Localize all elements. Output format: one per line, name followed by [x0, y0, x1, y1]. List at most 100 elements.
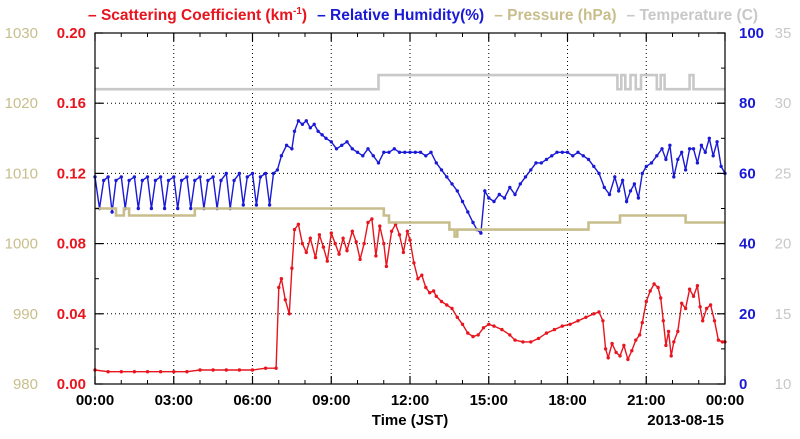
data-point-humidity — [193, 178, 197, 183]
data-point-scattering — [626, 357, 630, 362]
legend-item: – Relative Humidity(%) — [317, 7, 484, 24]
legend-item: – Scattering Coefficient (km-1) — [88, 6, 307, 24]
data-point-scattering — [466, 331, 470, 335]
data-point-humidity — [296, 119, 301, 123]
data-point-humidity — [523, 175, 528, 179]
data-point-humidity — [513, 192, 517, 197]
series-layer — [93, 73, 727, 374]
data-point-humidity — [640, 171, 644, 176]
data-point-humidity — [719, 164, 723, 169]
data-point-scattering — [434, 294, 438, 298]
data-point-scattering — [695, 284, 700, 288]
data-point-scattering — [172, 370, 176, 374]
data-point-scattering — [603, 347, 608, 351]
data-point-humidity — [340, 143, 344, 147]
data-point-scattering — [279, 277, 284, 281]
data-point-scattering — [405, 229, 410, 233]
data-point-scattering — [370, 217, 374, 221]
data-point-scattering — [362, 241, 366, 246]
data-point-scattering — [366, 220, 370, 225]
data-point-humidity — [707, 136, 711, 140]
data-point-scattering — [560, 324, 564, 328]
data-point-humidity — [232, 178, 236, 183]
data-point-humidity — [271, 171, 276, 176]
data-point-humidity — [460, 199, 465, 204]
y-tick-label-pressure: 980 — [13, 376, 38, 393]
data-point-scattering — [644, 299, 648, 304]
data-point-humidity — [172, 175, 176, 179]
data-point-scattering — [652, 282, 656, 286]
data-point-humidity — [680, 150, 684, 154]
data-point-humidity — [408, 150, 412, 154]
data-point-humidity — [382, 150, 386, 154]
y-tick-label-scattering: 0.12 — [57, 165, 86, 182]
data-point-scattering — [317, 233, 322, 237]
data-point-humidity — [179, 178, 184, 183]
data-point-scattering — [614, 350, 618, 355]
data-point-scattering — [460, 322, 465, 326]
data-point-humidity — [617, 189, 621, 193]
data-point-humidity — [434, 161, 438, 165]
data-point-humidity — [529, 168, 533, 172]
data-point-humidity — [660, 147, 664, 151]
data-point-humidity — [284, 143, 289, 147]
y-tick-label-humidity: 0 — [739, 376, 747, 393]
data-point-humidity — [691, 147, 696, 151]
data-point-humidity — [620, 178, 625, 183]
data-point-scattering — [420, 273, 424, 277]
data-point-humidity — [439, 168, 444, 172]
legend-label: Temperature ( — [639, 7, 742, 24]
data-point-scattering — [341, 236, 345, 240]
data-point-scattering — [661, 319, 665, 323]
data-point-humidity — [455, 189, 459, 193]
x-tick-label: 06:00 — [233, 392, 271, 409]
x-tick-label: 15:00 — [470, 392, 508, 409]
data-point-humidity — [345, 140, 349, 144]
data-point-scattering — [656, 285, 660, 290]
x-tick-label: 00:00 — [706, 392, 744, 409]
data-point-humidity — [361, 154, 365, 158]
data-point-humidity — [576, 150, 580, 154]
data-point-scattering — [283, 298, 287, 302]
series-line-scattering — [94, 217, 725, 373]
data-point-humidity — [687, 147, 692, 151]
data-point-scattering — [669, 354, 673, 358]
data-point-humidity — [539, 161, 543, 165]
data-point-scattering — [544, 331, 549, 335]
data-point-scattering — [687, 287, 692, 291]
data-point-humidity — [149, 206, 154, 211]
data-point-humidity — [304, 119, 308, 123]
data-point-humidity — [581, 154, 585, 158]
data-point-humidity — [267, 203, 272, 207]
data-point-humidity — [312, 122, 316, 127]
data-point-humidity — [550, 154, 554, 158]
axes: 00:00 03:00 06:00 09:00 12:00 15:00 18:00 21:00… — [5, 25, 792, 429]
data-point-humidity — [254, 203, 259, 207]
data-point-humidity — [479, 231, 483, 235]
legend-label: Scattering Coefficient (km — [101, 7, 293, 24]
data-point-humidity — [320, 133, 324, 137]
data-point-scattering — [471, 334, 475, 339]
data-point-humidity — [699, 143, 704, 147]
data-point-scattering — [292, 227, 297, 232]
data-point-scattering — [521, 340, 525, 344]
legend-superscript: -1 — [293, 6, 302, 17]
data-point-humidity — [350, 147, 354, 151]
data-point-scattering — [431, 289, 436, 293]
data-point-humidity — [158, 175, 163, 179]
data-point-humidity — [683, 168, 688, 172]
data-point-humidity — [198, 175, 202, 179]
y-tick-label-pressure: 1030 — [5, 25, 38, 42]
data-point-scattering — [576, 319, 580, 323]
data-point-scattering — [630, 349, 634, 353]
data-point-humidity — [245, 175, 249, 179]
series-line-pressure — [95, 207, 725, 238]
data-point-scattering — [374, 254, 378, 258]
data-point-humidity — [466, 210, 470, 214]
data-point-humidity — [668, 143, 672, 147]
data-point-scattering — [321, 245, 326, 249]
data-point-scattering — [664, 343, 668, 348]
data-point-humidity — [140, 178, 144, 183]
data-point-humidity — [592, 164, 596, 169]
data-point-humidity — [290, 147, 294, 151]
